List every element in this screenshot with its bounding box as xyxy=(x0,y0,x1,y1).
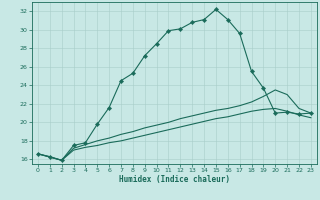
X-axis label: Humidex (Indice chaleur): Humidex (Indice chaleur) xyxy=(119,175,230,184)
